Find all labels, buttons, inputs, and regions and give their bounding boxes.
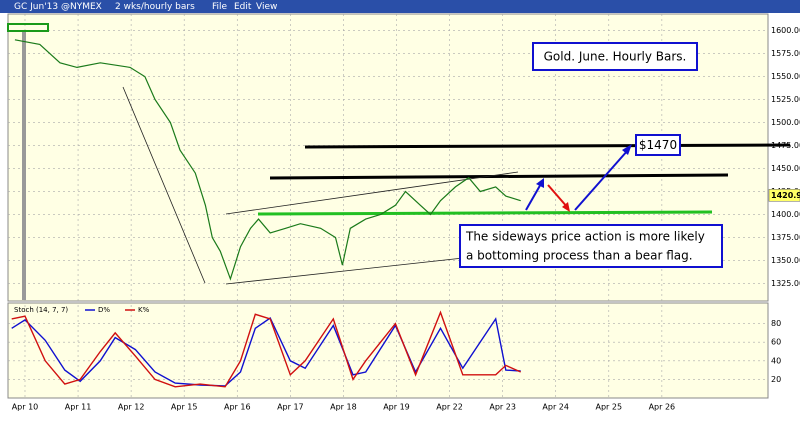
period-menu[interactable]: 2 wks/hourly bars <box>115 2 195 12</box>
x-tick-label: Apr 23 <box>489 403 516 412</box>
annotation: a bottoming process than a bear flag. <box>466 249 693 263</box>
x-tick-label: Apr 15 <box>171 403 198 412</box>
arrow-head <box>562 202 570 212</box>
resistance-line <box>269 173 729 180</box>
stoch-title: Stoch (14, 7, 7) <box>14 306 68 314</box>
support-line <box>257 210 713 216</box>
series-line <box>11 316 521 387</box>
series-line <box>11 310 521 388</box>
x-tick-label: Apr 10 <box>12 403 39 412</box>
arrow <box>574 149 629 211</box>
y-tick-label: 40 <box>771 356 781 365</box>
arrow-head <box>536 178 544 188</box>
y-tick-label: 1525.00 <box>771 95 800 104</box>
y-tick-label: 1550.00 <box>771 72 800 81</box>
x-tick-label: Apr 22 <box>436 403 463 412</box>
x-tick-label: Apr 25 <box>596 403 623 412</box>
menu-item[interactable]: File <box>212 2 228 12</box>
annotation-box <box>459 224 723 268</box>
symbol-menu[interactable]: GC Jun'13 @NYMEX <box>14 2 102 12</box>
stoch-panel <box>7 302 769 399</box>
resistance-line <box>304 143 791 149</box>
y-tick-label: 60 <box>771 338 781 347</box>
legend-label: K% <box>138 306 150 314</box>
x-tick-label: Apr 16 <box>224 403 251 412</box>
annotation: The sideways price action is more likely <box>465 230 705 244</box>
x-tick-label: Apr 17 <box>277 403 304 412</box>
annotation: Gold. June. Hourly Bars. <box>544 50 687 64</box>
y-tick-label: 1375.00 <box>771 233 800 242</box>
y-tick-label: 1600.00 <box>771 26 800 35</box>
series-line <box>14 39 521 281</box>
last-price-marker <box>768 189 800 202</box>
trend-line <box>122 86 206 284</box>
y-tick-label: 1325.00 <box>771 279 800 288</box>
x-tick-label: Apr 19 <box>383 403 410 412</box>
y-tick-label: 1475.00 <box>771 141 800 150</box>
menu-bar <box>0 0 800 13</box>
arrow <box>547 184 569 209</box>
last-price-label: 1420.90 <box>771 191 800 200</box>
annotation-box <box>532 42 698 71</box>
y-tick-label: 1575.00 <box>771 49 800 58</box>
arrow-head <box>622 144 632 155</box>
x-tick-label: Apr 12 <box>118 403 145 412</box>
menu-item[interactable]: Edit <box>234 2 252 12</box>
y-tick-label: 1500.00 <box>771 118 800 127</box>
x-tick-label: Apr 11 <box>65 403 92 412</box>
marker-box <box>7 23 49 32</box>
y-tick-label: 20 <box>771 375 781 384</box>
legend-label: D% <box>98 306 110 314</box>
y-tick-label: 1350.00 <box>771 256 800 265</box>
x-tick-label: Apr 26 <box>649 403 676 412</box>
annotation: $1470 <box>639 138 677 152</box>
annotation-box <box>635 134 681 156</box>
x-tick-label: Apr 18 <box>330 403 357 412</box>
y-tick-label: 1450.00 <box>771 164 800 173</box>
menu-item[interactable]: View <box>256 2 277 12</box>
cursor-bar <box>22 30 26 300</box>
y-tick-label: 1400.00 <box>771 210 800 219</box>
y-tick-label: 80 <box>771 319 781 328</box>
arrow <box>525 181 543 211</box>
x-tick-label: Apr 24 <box>542 403 569 412</box>
